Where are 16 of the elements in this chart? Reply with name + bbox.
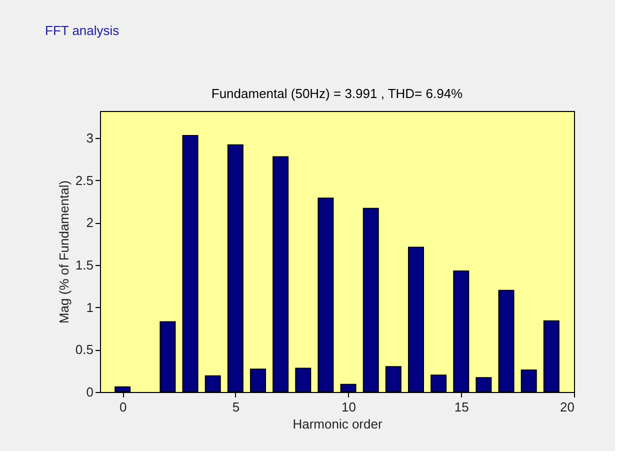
y-tick-label: 2 <box>86 215 94 230</box>
y-tick-label: 3 <box>86 130 94 146</box>
x-tick-label: 20 <box>560 400 574 414</box>
x-tick-label: 0 <box>119 400 127 414</box>
y-axis-title: Mag (% of Fundamental) <box>56 180 72 324</box>
x-tick-label: 10 <box>342 400 356 414</box>
x-axis-title: Harmonic order <box>292 416 383 432</box>
x-tick-label: 5 <box>232 400 240 414</box>
chart-subtitle: Fundamental (50Hz) = 3.991 , THD= 6.94% <box>211 86 464 101</box>
y-tick-label: 0.5 <box>75 342 94 358</box>
y-tick-label: 1 <box>86 300 94 315</box>
y-tick-label: 1.5 <box>75 258 94 273</box>
x-tick-label: 15 <box>454 400 469 414</box>
y-tick-label: 2.5 <box>75 172 94 188</box>
chart-title: FFT analysis <box>45 23 120 38</box>
y-tick-label: 0 <box>86 384 94 400</box>
